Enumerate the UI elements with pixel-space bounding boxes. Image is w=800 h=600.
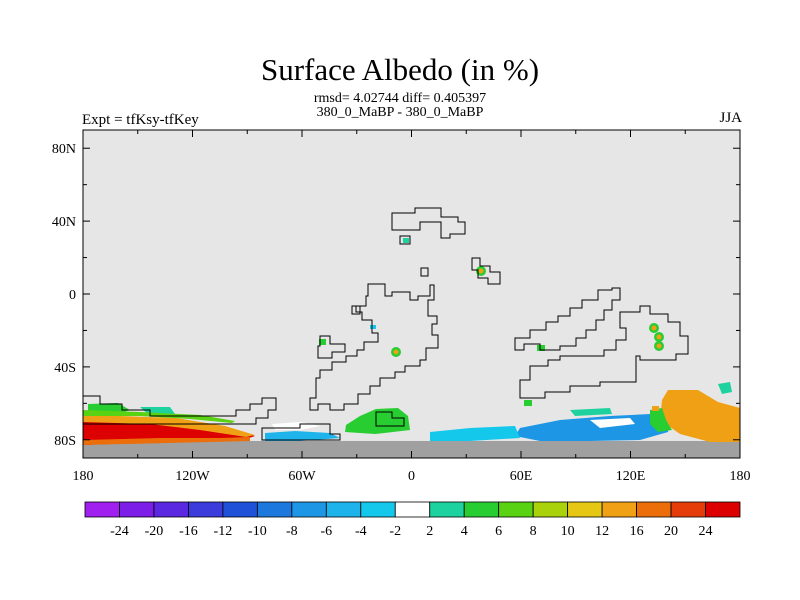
y-tick-label: 80S [54, 434, 76, 449]
colorbar-swatch [498, 501, 534, 518]
outline-arabia [471, 257, 501, 285]
field-wpacific-outer [660, 390, 740, 442]
plot-axes: 180 120W 60W 0 60E 120E 180 80N 40N 0 40S 80S [52, 129, 751, 484]
colorbar-label: 6 [495, 524, 502, 539]
colorbar-label: -8 [286, 524, 298, 539]
colorbar-label: 4 [461, 524, 468, 539]
outline-australia [519, 305, 689, 399]
colorbar-label: 10 [561, 524, 575, 539]
spot-sa-west [319, 339, 326, 345]
spot-se-asia [652, 406, 659, 411]
x-tick-label: 0 [408, 469, 415, 484]
y-tick-label: 40S [54, 361, 76, 376]
x-tick-label: 180 [73, 469, 94, 484]
field-negative-west [265, 431, 340, 441]
field-wpacific-green-east [718, 382, 732, 394]
colorbar-label: -24 [110, 524, 129, 539]
colorbar-label: 20 [664, 524, 678, 539]
colorbar-swatch [360, 501, 396, 518]
plot-title: Surface Albedo (in %) [260, 52, 540, 87]
outline-main-continent [309, 283, 439, 411]
y-tick-label: 0 [69, 288, 76, 303]
colorbar-swatch [532, 501, 569, 518]
colorbar-swatch [153, 501, 189, 518]
spot-s-atlantic [370, 325, 376, 329]
field-atlantic-green [345, 408, 410, 434]
colorbar-swatch [84, 501, 120, 518]
continent-outlines [83, 207, 689, 441]
colorbar-swatch [670, 501, 706, 518]
colorbar-label: 16 [630, 524, 644, 539]
colorbar-swatch [291, 501, 327, 518]
colorbar-swatch [394, 501, 431, 518]
spot-australia-3b [656, 343, 662, 349]
y-tick-label: 40N [52, 215, 76, 230]
field-indian-green [570, 408, 612, 416]
spot-south-africa [524, 400, 532, 406]
colorbar-swatch [601, 501, 637, 518]
field-wpacific-green [650, 408, 672, 432]
x-tick-label: 120W [175, 469, 210, 484]
colorbar-swatch [463, 501, 500, 518]
x-tick-label: 120E [616, 469, 646, 484]
colorbar-swatch [705, 501, 741, 518]
outline-north-landmass [391, 207, 466, 239]
spot-australia-1b [651, 325, 657, 331]
colorbar-label: -12 [214, 524, 233, 539]
plot-background [83, 130, 740, 458]
colorbar-swatch [325, 501, 362, 518]
x-tick-label: 60E [510, 469, 533, 484]
colorbar-label: 8 [530, 524, 537, 539]
spot-australia-2b [656, 334, 662, 340]
colorbar-label: -20 [145, 524, 164, 539]
colorbar-label: 12 [595, 524, 609, 539]
colorbar-swatch [119, 501, 155, 518]
x-tick-label: 60W [288, 469, 316, 484]
outline-south-america [317, 335, 346, 359]
spot-arabia-b [478, 268, 484, 274]
colorbar: -24 -20 -16 -12 -10 -8 -6 -4 -2 2 4 6 8 10 12 16 20 24 [84, 501, 741, 539]
colorbar-swatch [256, 501, 293, 518]
colorbar-label: 24 [699, 524, 713, 539]
colorbar-label: -4 [355, 524, 367, 539]
outline-antarctic-left [83, 395, 277, 425]
colorbar-swatch [636, 501, 672, 518]
colorbar-label: -16 [179, 524, 198, 539]
spot-africa-b [393, 349, 399, 355]
colorbar-swatch [222, 501, 258, 518]
field-pacific-orange [83, 414, 255, 437]
colorbar-label: -2 [389, 524, 401, 539]
field-indian-white [590, 418, 635, 428]
outline-small-island-2 [420, 267, 429, 277]
x-tick-label: 180 [730, 469, 751, 484]
y-tick-label: 80N [52, 142, 76, 157]
stats-line: rmsd= 4.02744 diff= 0.405397 [313, 91, 487, 106]
outline-asia-east [514, 287, 621, 351]
field-indian-light [430, 426, 520, 441]
missing-data-band [83, 441, 740, 458]
cases-line: 380_0_MaBP - 380_0_MaBP [316, 105, 484, 120]
outline-antarctic-mid [261, 423, 341, 441]
outline-small-island-1 [399, 235, 411, 245]
colorbar-label: -10 [248, 524, 267, 539]
colorbar-swatch [188, 501, 224, 518]
field-pacific-lower [83, 437, 250, 445]
spot-sa-east [537, 345, 545, 351]
season-label: JJA [719, 110, 742, 126]
spot-n-africa [403, 238, 409, 243]
colorbar-label: 2 [426, 524, 433, 539]
outline-antarctic-atlantic [375, 411, 405, 427]
experiment-label: Expt = tfKsy-tfKey [82, 112, 199, 128]
colorbar-label: -6 [320, 524, 332, 539]
colorbar-swatch [567, 501, 603, 518]
outline-small-island-3 [351, 305, 361, 315]
colorbar-swatch [429, 501, 465, 518]
